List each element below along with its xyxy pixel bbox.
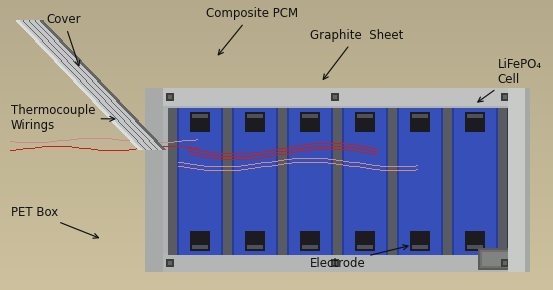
Text: Thermocouple
Wirings: Thermocouple Wirings xyxy=(11,104,115,133)
Text: PET Box: PET Box xyxy=(11,206,98,238)
Text: LiFePO₄
Cell: LiFePO₄ Cell xyxy=(478,58,542,102)
Text: Cover: Cover xyxy=(46,13,81,66)
Text: Electrode: Electrode xyxy=(310,245,408,270)
Text: Graphite  Sheet: Graphite Sheet xyxy=(310,29,403,79)
Text: Composite PCM: Composite PCM xyxy=(206,7,298,55)
